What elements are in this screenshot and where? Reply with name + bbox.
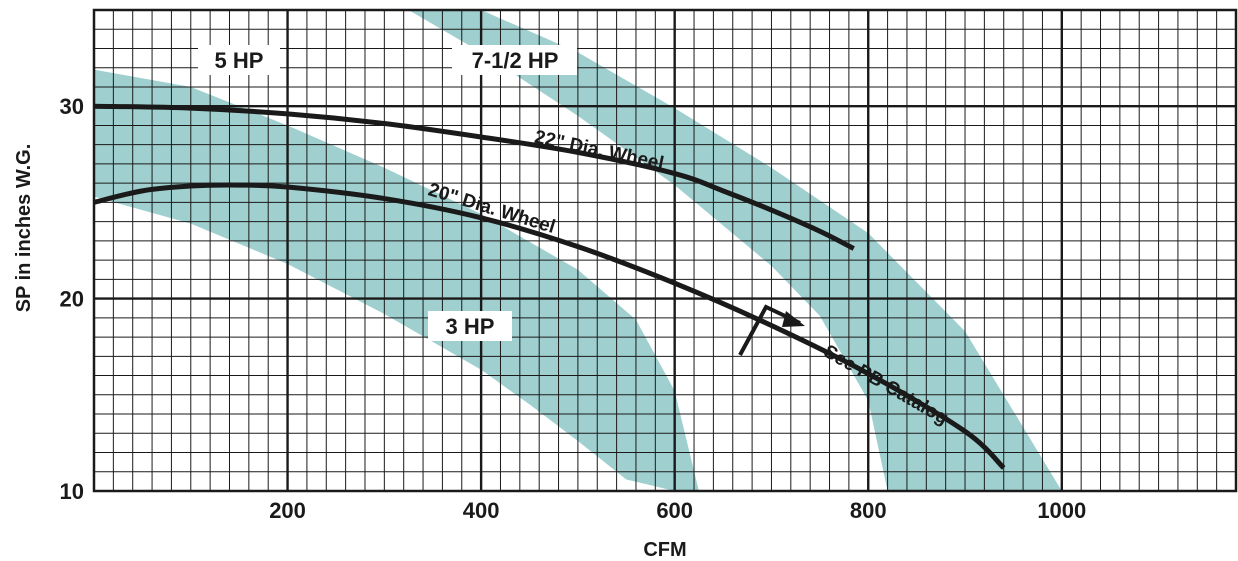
plot-frame [92,8,1238,493]
hp-7-5-label-bg [452,45,577,75]
band-3-hp [94,69,699,492]
axis-ticks: 200 400 600 800 1000 10 20 30 [60,94,1087,523]
hp-7-5-label: 7-1/2 HP [472,48,559,73]
y-tick-label: 20 [60,287,84,312]
chart-grid [92,8,1238,493]
hp-5-label: 5 HP [215,48,264,73]
y-tick-label: 30 [60,94,84,119]
series-line-1 [93,182,1006,470]
x-tick-label: 1000 [1037,498,1086,523]
hp-3-label-bg [428,311,512,341]
hp-5-label-bg [198,45,280,75]
hp-3-label: 3 HP [446,314,495,339]
x-tick-label: 800 [850,498,887,523]
x-axis-title: CFM [643,539,686,561]
see-pb-arrow-head [782,311,805,327]
y-tick-label: 10 [60,479,84,504]
x-tick-label: 200 [269,498,306,523]
hp-bands [94,10,1062,492]
x-tick-label: 400 [463,498,500,523]
series-line-0 [93,103,855,251]
band-7-1-2-hp [324,10,1062,491]
wheel-curves [93,103,1006,470]
y-axis-title: SP in inches W.G. [13,144,35,313]
x-tick-label: 600 [656,498,693,523]
